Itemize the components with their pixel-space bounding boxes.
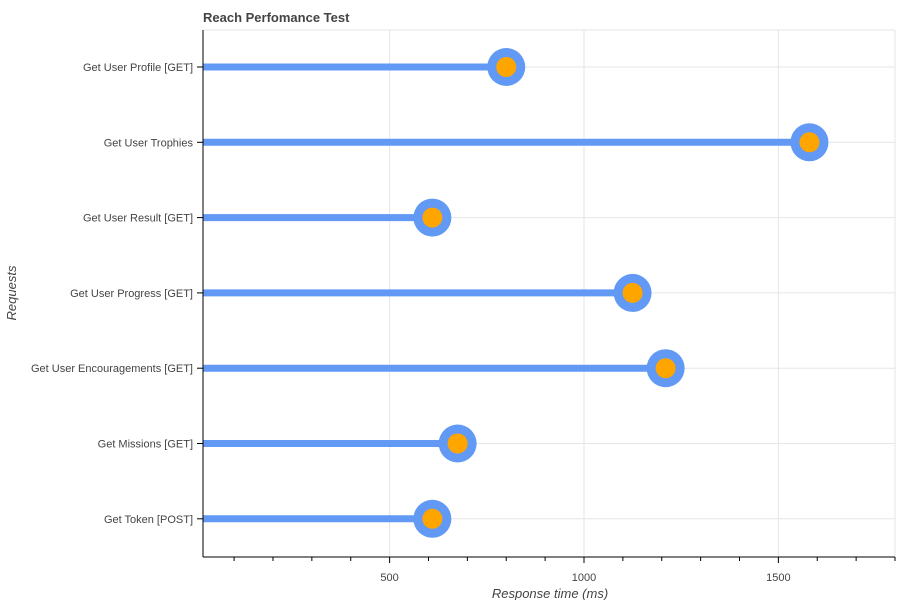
lollipop-marker-inner xyxy=(496,57,517,77)
lollipop-marker-inner xyxy=(655,358,676,379)
y-tick-label: Get User Trophies xyxy=(104,137,194,149)
y-tick-label: Get Token [POST] xyxy=(104,514,193,526)
x-tick-label: 1500 xyxy=(766,572,790,584)
marks xyxy=(203,48,829,538)
y-tick-label: Get User Profile [GET] xyxy=(83,62,193,74)
y-axis-label: Requests xyxy=(4,265,19,320)
x-tick-label: 500 xyxy=(380,572,398,584)
x-axis-label: Response time (ms) xyxy=(492,586,608,600)
lollipop-marker-inner xyxy=(799,132,820,153)
y-tick-label: Get User Encouragements [GET] xyxy=(31,363,193,375)
lollipop-marker-inner xyxy=(422,508,443,529)
y-tick-label: Get User Progress [GET] xyxy=(70,288,193,300)
x-tick-label: 1000 xyxy=(572,572,596,584)
lollipop-marker-inner xyxy=(447,433,468,454)
y-tick-label: Get User Result [GET] xyxy=(83,213,193,225)
y-tick-label: Get Missions [GET] xyxy=(98,439,193,451)
lollipop-marker-inner xyxy=(622,282,643,303)
axes: Get User Profile [GET] Get User Trophies G… xyxy=(31,30,896,584)
chart-title: Reach Perfomance Test xyxy=(203,10,350,25)
lollipop-marker-inner xyxy=(422,207,443,228)
